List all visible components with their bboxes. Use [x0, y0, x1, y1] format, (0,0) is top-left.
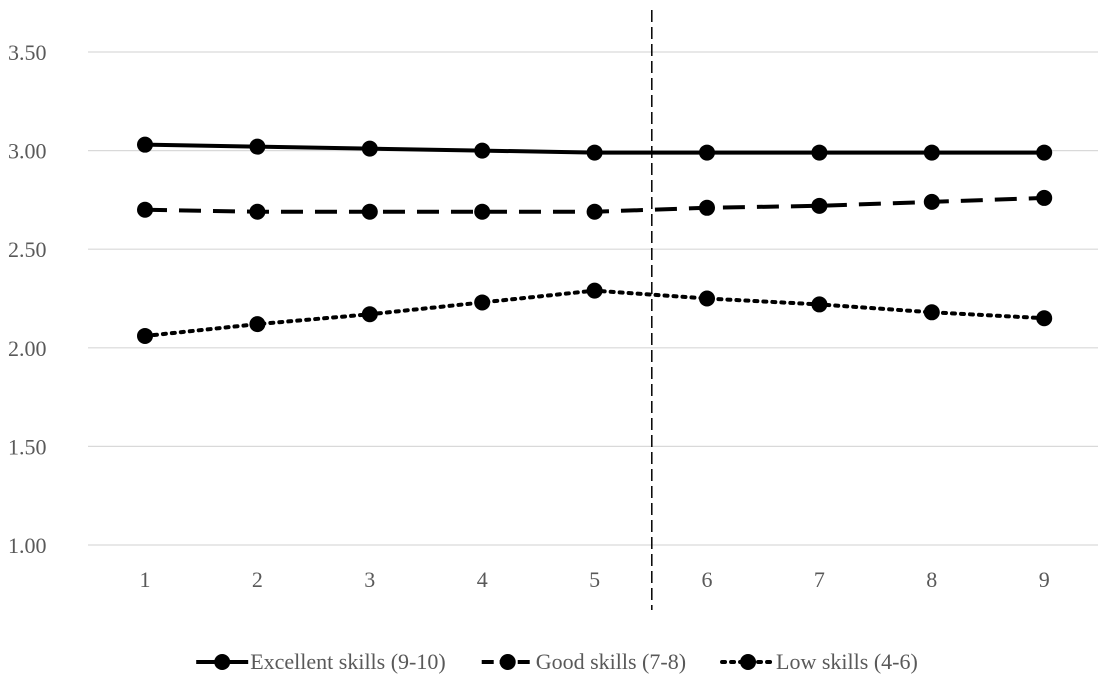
data-point	[249, 316, 266, 333]
data-point	[811, 197, 828, 214]
x-tick-label: 6	[702, 567, 713, 592]
y-axis-tick-labels: 1.00 1.50 2.00 2.50 3.00 3.50	[8, 40, 47, 558]
data-point	[1036, 310, 1053, 327]
data-point	[923, 304, 940, 321]
series-lines	[143, 142, 1047, 338]
data-point	[1036, 144, 1053, 161]
data-point	[1036, 189, 1053, 206]
x-tick-label: 9	[1039, 567, 1050, 592]
data-point	[249, 138, 266, 155]
data-point	[474, 142, 491, 159]
data-point	[586, 144, 603, 161]
x-tick-label: 4	[477, 567, 488, 592]
data-point	[137, 136, 153, 153]
data-point	[137, 201, 153, 218]
x-tick-label: 3	[364, 567, 375, 592]
legend-item: Low skills (4-6)	[720, 649, 918, 674]
y-tick-label: 1.00	[8, 533, 47, 558]
y-tick-label: 2.00	[8, 336, 47, 361]
y-tick-label: 2.50	[8, 237, 47, 262]
data-point	[811, 144, 828, 161]
legend-swatch-marker	[214, 654, 231, 670]
data-point	[474, 203, 491, 220]
y-tick-label: 1.50	[8, 434, 47, 459]
legend: Excellent skills (9-10) Good skills (7-8)…	[196, 649, 918, 674]
data-point	[699, 199, 715, 216]
legend-swatch-marker	[740, 654, 757, 670]
legend-label: Good skills (7-8)	[536, 649, 686, 674]
data-point	[137, 327, 153, 344]
data-point	[249, 203, 266, 220]
x-tick-label: 8	[926, 567, 937, 592]
data-point	[586, 282, 603, 299]
data-point	[923, 144, 940, 161]
data-point	[923, 193, 940, 210]
y-tick-label: 3.50	[8, 40, 47, 65]
data-point	[699, 144, 715, 161]
legend-label: Low skills (4-6)	[776, 649, 918, 674]
x-tick-label: 2	[252, 567, 263, 592]
data-point	[361, 140, 378, 157]
data-point	[361, 306, 378, 323]
y-tick-label: 3.00	[8, 139, 47, 164]
gridlines	[88, 51, 1098, 447]
legend-label: Excellent skills (9-10)	[250, 649, 446, 674]
series-markers	[137, 136, 1053, 344]
data-point	[474, 294, 491, 311]
data-point	[586, 203, 603, 220]
x-tick-label: 1	[140, 567, 151, 592]
legend-item: Excellent skills (9-10)	[196, 649, 446, 674]
x-tick-label: 5	[589, 567, 600, 592]
data-point	[699, 290, 715, 307]
data-point	[811, 296, 828, 313]
legend-item: Good skills (7-8)	[481, 649, 686, 674]
legend-swatch-marker	[499, 654, 516, 670]
data-point	[361, 203, 378, 220]
x-tick-label: 7	[814, 567, 825, 592]
x-axis-tick-labels: 1 2 3 4 5 6 7 8 9	[140, 567, 1050, 592]
